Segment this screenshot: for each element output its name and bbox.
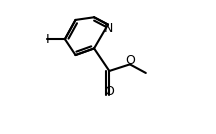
Text: O: O (125, 54, 135, 67)
Text: N: N (103, 22, 113, 35)
Text: I: I (46, 33, 50, 46)
Text: O: O (104, 85, 114, 98)
